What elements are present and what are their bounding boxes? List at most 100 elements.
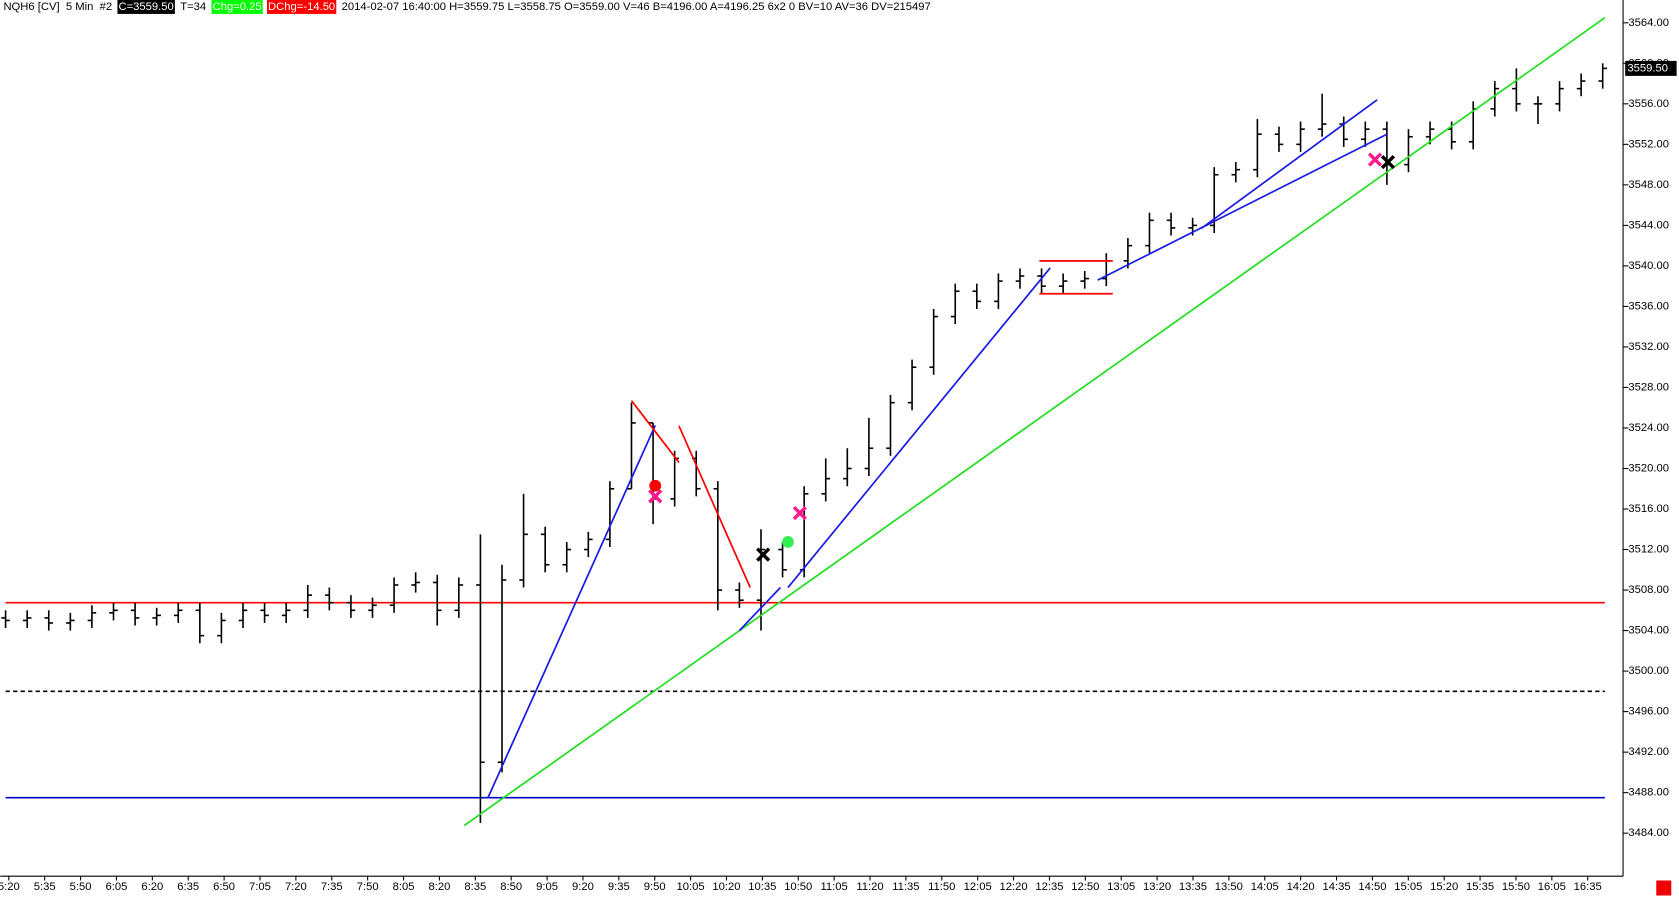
trendline <box>630 400 680 463</box>
price-bar <box>303 584 313 618</box>
price-bar <box>864 417 874 477</box>
price-bar <box>1598 63 1607 89</box>
price-bar <box>950 283 960 325</box>
price-bar <box>87 605 97 629</box>
price-bar <box>1404 129 1413 173</box>
x-tick-label: 10:35 <box>748 881 776 893</box>
price-bar <box>432 574 442 626</box>
trendline <box>1200 99 1378 230</box>
price-bar <box>152 607 161 626</box>
trendline <box>678 425 751 588</box>
x-tick-label: 10:05 <box>677 881 705 893</box>
marker-dot <box>782 536 794 548</box>
x-tick-label: 8:35 <box>464 881 486 893</box>
price-bar <box>886 395 895 456</box>
x-tick-label: 6:05 <box>106 881 128 893</box>
y-tick-label: 3548.00 <box>1628 179 1669 191</box>
trendline <box>1097 133 1388 281</box>
price-bar <box>519 493 528 588</box>
y-tick-label: 3540.00 <box>1628 260 1669 272</box>
x-tick-label: 7:35 <box>321 881 343 893</box>
y-tick-label: 3544.00 <box>1628 219 1669 231</box>
y-tick-label: 3532.00 <box>1628 341 1669 353</box>
price-bar <box>368 597 377 618</box>
x-tick-label: 13:05 <box>1107 881 1135 893</box>
price-bar <box>1015 268 1025 289</box>
x-tick-label: 14:20 <box>1287 881 1315 893</box>
corner-icon[interactable] <box>1656 880 1672 896</box>
marker-x <box>1367 152 1383 167</box>
x-tick-label: 11:05 <box>821 881 848 893</box>
price-bar <box>1576 73 1586 97</box>
x-tick-label: 5:20 <box>0 881 20 893</box>
price-bar <box>346 595 356 618</box>
last-price-box <box>1625 60 1677 76</box>
marker-x <box>756 547 771 562</box>
header-text: DChg=-14.50 <box>268 1 335 13</box>
y-tick-label: 3508.00 <box>1628 584 1669 596</box>
price-bar <box>756 529 766 631</box>
x-tick-label: 8:20 <box>428 881 450 893</box>
x-tick-label: 5:35 <box>34 881 56 893</box>
y-tick-label: 3500.00 <box>1628 665 1669 677</box>
price-bar <box>109 602 118 621</box>
price-bar <box>713 481 723 611</box>
price-bar <box>584 531 593 558</box>
x-tick-label: 9:35 <box>608 881 630 893</box>
price-bar <box>130 602 140 626</box>
x-tick-label: 7:05 <box>249 881 271 893</box>
price-bar <box>1231 162 1241 183</box>
header-text: Chg=0.25 <box>213 1 262 13</box>
marker-x <box>648 489 663 504</box>
y-tick-label: 3512.00 <box>1628 544 1669 556</box>
x-tick-label: 11:50 <box>928 881 955 893</box>
price-bar <box>1253 119 1262 178</box>
price-bar <box>1512 68 1521 112</box>
price-bar <box>22 610 32 629</box>
price-bar <box>260 602 269 623</box>
price-bar <box>389 577 399 613</box>
header-badge <box>211 0 263 14</box>
price-bar <box>972 283 982 309</box>
x-tick-label: 12:20 <box>1000 881 1028 893</box>
price-bar <box>994 273 1003 309</box>
price-bar <box>173 602 183 623</box>
y-tick-label: 3488.00 <box>1628 787 1669 799</box>
header-badge <box>266 0 337 14</box>
x-tick-label: 6:35 <box>177 881 199 893</box>
price-bar <box>907 359 917 411</box>
price-bar <box>1037 268 1046 294</box>
x-tick-label: 12:50 <box>1071 881 1099 893</box>
price-bar <box>238 602 248 629</box>
x-tick-label: 9:50 <box>644 881 666 893</box>
y-tick-label: 3484.00 <box>1628 827 1669 839</box>
price-bar <box>195 602 205 644</box>
y-tick-label: 3524.00 <box>1628 422 1669 434</box>
trendline <box>487 425 657 799</box>
price-bar <box>605 481 615 548</box>
x-tick-label: 13:35 <box>1179 881 1207 893</box>
price-bar <box>540 526 550 573</box>
y-tick-label: 3516.00 <box>1628 503 1669 515</box>
price-bar <box>411 572 420 593</box>
last-price-label: 3559.50 <box>1627 62 1668 74</box>
x-tick-label: 9:05 <box>536 881 558 893</box>
price-bar <box>778 541 787 578</box>
price-bar <box>1058 273 1068 294</box>
price-bar <box>476 534 485 824</box>
x-tick-label: 8:50 <box>500 881 522 893</box>
y-tick-label: 3520.00 <box>1628 462 1669 474</box>
price-bar <box>1361 121 1370 147</box>
header-text: 2014-02-07 16:40:00 H=3559.75 L=3558.75 … <box>342 1 931 13</box>
price-bar <box>1123 238 1133 269</box>
trendline <box>463 17 1606 827</box>
x-tick-label: 8:05 <box>393 881 415 893</box>
x-tick-label: 9:20 <box>572 881 594 893</box>
price-bar <box>1555 81 1564 112</box>
x-tick-label: 5:50 <box>70 881 92 893</box>
x-tick-label: 12:05 <box>964 881 992 893</box>
y-tick-label: 3556.00 <box>1628 98 1669 110</box>
price-bar <box>1 610 10 629</box>
